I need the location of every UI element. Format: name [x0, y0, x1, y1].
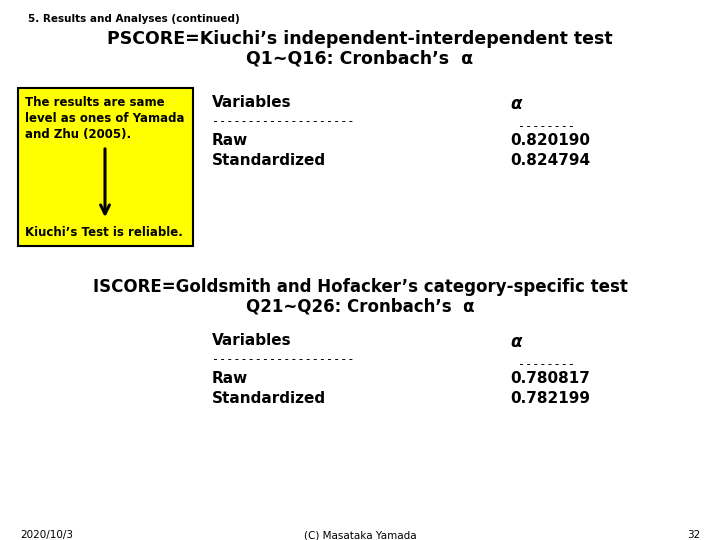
Text: 0.782199: 0.782199 [510, 391, 590, 406]
Text: Standardized: Standardized [212, 391, 326, 406]
Text: 0.824794: 0.824794 [510, 153, 590, 168]
Text: Q21~Q26: Cronbach’s  α: Q21~Q26: Cronbach’s α [246, 298, 474, 316]
Text: 32: 32 [687, 530, 700, 540]
Text: --------------------: -------------------- [212, 353, 354, 366]
Text: 5. Results and Analyses (continued): 5. Results and Analyses (continued) [28, 14, 240, 24]
Text: --------: -------- [518, 120, 575, 133]
Text: α: α [510, 95, 521, 113]
Text: ISCORE=Goldsmith and Hofacker’s category-specific test: ISCORE=Goldsmith and Hofacker’s category… [93, 278, 627, 296]
Text: α: α [510, 333, 521, 351]
Text: Q1~Q16: Cronbach’s  α: Q1~Q16: Cronbach’s α [246, 50, 474, 68]
Text: Raw: Raw [212, 371, 248, 386]
Text: The results are same: The results are same [25, 96, 165, 109]
Text: 2020/10/3: 2020/10/3 [20, 530, 73, 540]
Text: Standardized: Standardized [212, 153, 326, 168]
Text: Raw: Raw [212, 133, 248, 148]
Text: Kiuchi’s Test is reliable.: Kiuchi’s Test is reliable. [25, 226, 183, 239]
Text: and Zhu (2005).: and Zhu (2005). [25, 128, 131, 141]
Text: (C) Masataka Yamada: (C) Masataka Yamada [304, 530, 416, 540]
Text: --------: -------- [518, 358, 575, 371]
Text: Variables: Variables [212, 95, 292, 110]
Text: --------------------: -------------------- [212, 115, 354, 128]
Text: 0.780817: 0.780817 [510, 371, 590, 386]
Text: level as ones of Yamada: level as ones of Yamada [25, 112, 184, 125]
Text: Variables: Variables [212, 333, 292, 348]
Text: PSCORE=Kiuchi’s independent-interdependent test: PSCORE=Kiuchi’s independent-interdepende… [107, 30, 613, 48]
Text: 0.820190: 0.820190 [510, 133, 590, 148]
FancyBboxPatch shape [18, 88, 193, 246]
